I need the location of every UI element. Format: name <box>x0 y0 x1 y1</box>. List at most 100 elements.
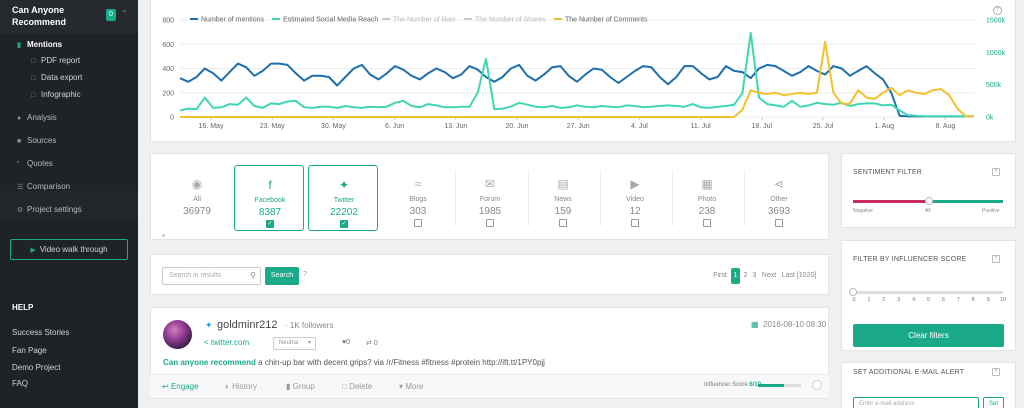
pagination-last[interactable]: Last [1020] <box>781 272 817 279</box>
influencer-tick-4: 4 <box>912 297 916 303</box>
sidebar: Can Anyone Recommend 0 ⌃ ▮ Mentions □ PDF … <box>0 0 138 408</box>
engage-button[interactable]: ↩ Engage <box>162 382 199 391</box>
sentiment-help-icon[interactable]: ? <box>992 168 1000 176</box>
source-checkbox[interactable] <box>414 219 422 227</box>
pagination-next[interactable]: Next <box>761 272 777 279</box>
mention-source-link[interactable]: < twitter.com <box>204 338 250 347</box>
mention-username[interactable]: goldminr212 <box>217 319 278 331</box>
source-checkbox[interactable]: ✓ <box>340 220 348 228</box>
sentiment-filter-title: SENTIMENT FILTER <box>853 169 923 176</box>
more-button[interactable]: ▾ More <box>399 382 423 391</box>
email-input[interactable]: Enter e-mail address <box>853 397 979 408</box>
sidebar-subitem-data-export[interactable]: □ Data export <box>0 69 138 86</box>
search-icon: ⚲ <box>250 271 256 280</box>
influencer-slider-track[interactable] <box>853 291 1003 294</box>
project-header[interactable]: Can Anyone Recommend 0 ⌃ <box>0 0 138 33</box>
source-checkbox[interactable]: ✓ <box>266 220 274 228</box>
quote-icon: ” <box>17 161 20 168</box>
sidebar-item-quotes[interactable]: ” Quotes <box>0 154 138 174</box>
x-tick-label: 27. Jun <box>567 123 590 130</box>
source-blogs[interactable]: ≈ Blogs 303 <box>383 165 453 231</box>
source-label: News <box>554 196 572 203</box>
source-video[interactable]: ▶ Video 12 <box>600 165 670 231</box>
y-left-tick-label: 600 <box>162 42 174 49</box>
twitter-icon: ✦ <box>338 178 350 192</box>
influencer-tick-10: 10 <box>999 297 1007 303</box>
clear-filters-button[interactable]: Clear filters <box>853 324 1004 347</box>
source-count: 8387 <box>258 207 282 218</box>
source-count: 238 <box>698 206 716 217</box>
sidebar-item-project-settings[interactable]: ⚙ Project settings <box>0 200 138 220</box>
sentiment-select[interactable]: Neutral ▾ <box>273 337 316 350</box>
video-walkthrough-label: Video walk through <box>39 245 108 254</box>
sidebar-item-mentions[interactable]: ▮ Mentions <box>0 35 138 55</box>
influencer-help-icon[interactable]: ? <box>992 255 1000 263</box>
followers-count: 1K followers <box>289 321 334 330</box>
chart-help-icon[interactable]: ? <box>993 6 1002 15</box>
likes-count: ♥0 <box>342 339 350 346</box>
file-pdf-icon: □ <box>31 58 36 65</box>
help-link-success-stories[interactable]: Success Stories <box>12 328 70 337</box>
source-divider <box>672 170 673 226</box>
sidebar-settings-group <box>0 191 138 221</box>
email-alert-help-icon[interactable]: ? <box>992 368 1000 376</box>
sidebar-item-comparison[interactable]: ☰ Comparison <box>0 177 138 197</box>
list-icon: ☰ <box>17 184 24 191</box>
source-checkbox[interactable] <box>559 219 567 227</box>
pagination-page-2[interactable]: 2 <box>743 272 748 279</box>
history-button[interactable]: ◐ History <box>225 382 257 391</box>
source-forum[interactable]: ✉ Forum 1985 <box>455 165 525 231</box>
sentiment-slider-handle[interactable] <box>925 197 933 205</box>
source-other[interactable]: ⋖ Other 3693 <box>744 165 814 231</box>
source-checkbox[interactable] <box>486 219 494 227</box>
help-link-faq[interactable]: FAQ <box>12 379 29 388</box>
delete-label: Delete <box>349 382 373 391</box>
source-checkbox[interactable] <box>775 219 783 227</box>
sidebar-subitem-pdf-report[interactable]: □ PDF report <box>0 52 138 69</box>
sidebar-item-analysis[interactable]: ● Analysis <box>0 108 138 128</box>
search-button[interactable]: Search <box>265 267 299 285</box>
chevron-up-icon[interactable]: ⌃ <box>121 9 128 18</box>
pie-chart-icon: ● <box>17 115 22 122</box>
y-right-tick-label: 1500k <box>986 18 1006 25</box>
y-right-tick-label: 500k <box>986 82 1002 89</box>
search-help-icon[interactable]: ? <box>303 271 307 278</box>
y-right-tick-label: 0k <box>986 115 994 122</box>
chevron-down-icon: ▾ <box>307 340 311 346</box>
influencer-filter-title: FILTER BY INFLUENCER SCORE <box>853 256 967 263</box>
source-photo[interactable]: ▦ Photo 238 <box>672 165 742 231</box>
source-label: Other <box>770 196 788 203</box>
sidebar-subitem-infographic[interactable]: □ Infographic <box>0 86 138 103</box>
pagination-first[interactable]: First <box>713 272 727 279</box>
mention-select-checkbox[interactable] <box>812 380 822 390</box>
mention-keyword[interactable]: Can anyone recommend <box>163 358 256 367</box>
influencer-slider-handle[interactable] <box>849 288 857 296</box>
source-news[interactable]: ▤ News 159 <box>528 165 598 231</box>
sidebar-item-sources[interactable]: ■ Sources <box>0 131 138 151</box>
source-facebook[interactable]: f Facebook 8387 ✓ <box>234 165 304 231</box>
cogs-icon: ⚙ <box>17 207 24 214</box>
pagination-page-3[interactable]: 3 <box>752 272 757 279</box>
search-input[interactable]: Search in results ⚲ <box>162 267 261 285</box>
sentiment-filter-card <box>841 153 1016 228</box>
source-twitter[interactable]: ✦ Twitter 22202 ✓ <box>308 165 378 231</box>
avatar[interactable] <box>163 320 192 349</box>
source-label: Video <box>626 196 644 203</box>
source-checkbox[interactable] <box>631 219 639 227</box>
source-label: Twitter <box>333 197 355 204</box>
delete-button[interactable]: □ Delete <box>342 382 372 391</box>
help-link-fan-page[interactable]: Fan Page <box>12 346 47 355</box>
help-link-demo-project[interactable]: Demo Project <box>12 363 61 372</box>
sidebar-item-label: Comparison <box>27 182 71 191</box>
source-all[interactable]: ◉ All 36979 <box>162 165 232 231</box>
group-button[interactable]: ▮ Group <box>286 382 315 391</box>
results-toolbar-card <box>150 254 829 295</box>
source-count: 303 <box>409 206 427 217</box>
group-label: Group <box>292 382 315 391</box>
pagination-page-1[interactable]: 1 <box>731 268 740 284</box>
trash-icon: □ <box>342 382 347 391</box>
history-icon: ◐ <box>225 382 230 391</box>
video-walkthrough-button[interactable]: ▶ Video walk through <box>10 239 128 260</box>
set-email-button[interactable]: Set <box>983 397 1004 408</box>
source-checkbox[interactable] <box>703 219 711 227</box>
